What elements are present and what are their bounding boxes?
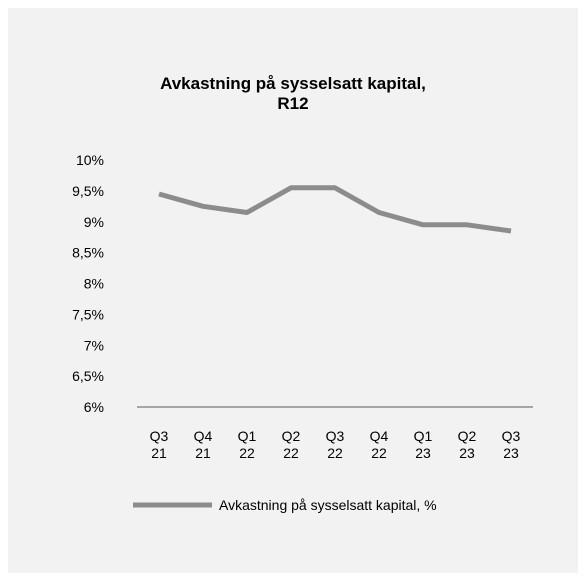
x-tick-label: Q1 23 (414, 428, 433, 461)
y-tick-label: 9% (84, 214, 104, 230)
x-tick-label: Q1 22 (238, 428, 257, 461)
y-tick-label: 6% (84, 399, 104, 415)
chart-title: Avkastning på sysselsatt kapital, R12 (0, 74, 586, 114)
y-tick-label: 8,5% (72, 245, 104, 261)
x-tick-label: Q4 22 (370, 428, 389, 461)
series-line (158, 185, 512, 234)
x-tick-label: Q2 23 (458, 428, 477, 461)
y-tick-label: 9,5% (72, 183, 104, 199)
y-tick-label: 6,5% (72, 368, 104, 384)
chart-title-line-1: Avkastning på sysselsatt kapital, (160, 74, 426, 93)
x-tick-label: Q4 21 (194, 428, 213, 461)
y-tick-label: 7% (84, 337, 104, 353)
x-tick-label: Q2 22 (282, 428, 301, 461)
y-tick-label: 8% (84, 276, 104, 292)
y-tick-label: 10% (76, 152, 104, 168)
legend-label: Avkastning på sysselsatt kapital, % (219, 497, 437, 513)
y-tick-label: 7,5% (72, 306, 104, 322)
chart-card (8, 8, 578, 573)
x-tick-label: Q3 21 (150, 428, 169, 461)
x-tick-label: Q3 23 (502, 428, 521, 461)
chart-title-line-2: R12 (277, 94, 309, 113)
x-tick-label: Q3 22 (326, 428, 345, 461)
